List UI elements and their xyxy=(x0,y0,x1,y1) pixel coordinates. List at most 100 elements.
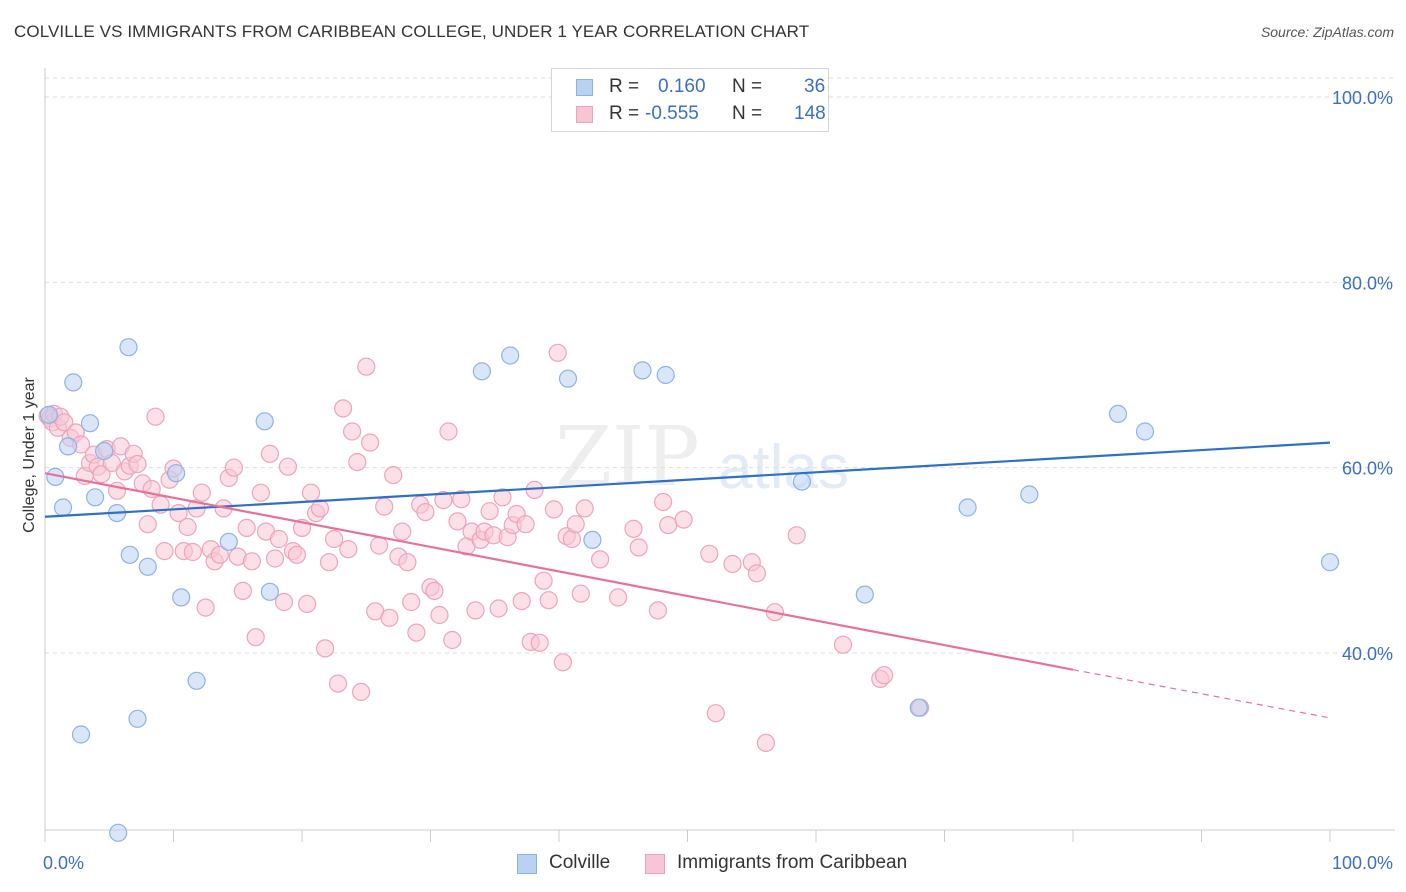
colville-point xyxy=(167,464,186,483)
caribbean-point xyxy=(298,594,317,614)
watermark: ZIP atlas xyxy=(555,410,849,505)
caribbean-point xyxy=(384,466,403,485)
caribbean-point xyxy=(402,592,421,612)
legend-swatch-colville xyxy=(517,854,537,874)
caribbean-point xyxy=(325,529,344,549)
caribbean-point xyxy=(833,635,853,654)
caribbean-point xyxy=(393,522,412,541)
caribbean-point xyxy=(659,515,678,535)
colville-point xyxy=(633,361,652,380)
colville-point xyxy=(260,582,279,601)
chart-title: COLVILLE VS IMMIGRANTS FROM CARIBBEAN CO… xyxy=(14,22,810,41)
caribbean-point xyxy=(287,545,306,564)
caribbean-point xyxy=(301,483,321,502)
colville-point xyxy=(855,585,874,604)
caribbean-point xyxy=(452,490,471,509)
colville-point xyxy=(80,414,100,433)
caribbean-point xyxy=(516,515,535,534)
colville-point xyxy=(255,412,274,431)
colville-point xyxy=(53,498,73,517)
caribbean-point xyxy=(210,545,229,564)
caribbean-point xyxy=(192,483,211,502)
y-tick-label: 60.0% xyxy=(1342,459,1393,479)
colville-point xyxy=(119,338,138,357)
caribbean-point xyxy=(260,444,279,463)
caribbean-point xyxy=(566,515,585,534)
legend-swatch-colville xyxy=(576,79,593,96)
caribbean-point xyxy=(562,529,582,549)
caribbean-point xyxy=(466,601,485,620)
x-tick-label-min: 0.0% xyxy=(43,853,84,873)
trend-lines xyxy=(44,441,1331,719)
series-legend: Colville Immigrants from Caribbean xyxy=(0,850,1406,878)
colville-point xyxy=(1108,404,1128,423)
y-tick-label: 40.0% xyxy=(1342,644,1393,664)
caribbean-point xyxy=(425,581,444,601)
caribbean-point xyxy=(480,502,499,521)
trend-line-caribbean xyxy=(44,472,1074,671)
colville-point xyxy=(219,532,238,551)
colville-point xyxy=(187,671,206,690)
colville-point xyxy=(85,488,105,507)
caribbean-point xyxy=(183,542,202,562)
colville-point xyxy=(64,373,83,392)
caribbean-point xyxy=(274,592,294,612)
caribbean-point xyxy=(155,541,174,561)
caribbean-point xyxy=(723,554,742,574)
legend-n-value: 148 xyxy=(794,103,826,124)
legend-n-label: N = xyxy=(732,103,763,124)
colville-point xyxy=(472,362,491,381)
caribbean-point xyxy=(756,733,776,753)
caribbean-point xyxy=(310,499,330,518)
caribbean-point xyxy=(489,599,508,618)
caribbean-point xyxy=(530,633,549,652)
caribbean-point xyxy=(575,499,594,518)
colville-point xyxy=(501,346,520,365)
caribbean-point xyxy=(380,608,399,627)
caribbean-point xyxy=(416,502,435,522)
legend-r-label: R = xyxy=(609,103,640,124)
caribbean-point xyxy=(747,564,767,583)
series-colville-points xyxy=(39,87,1340,842)
caribbean-point xyxy=(251,483,270,502)
legend-n-label: N = xyxy=(732,76,763,97)
trend-line-colville xyxy=(44,441,1331,518)
legend-swatch-caribbean xyxy=(576,106,593,123)
legend-label-colville: Colville xyxy=(549,852,611,873)
legend-r-label: R = xyxy=(609,76,640,97)
caribbean-point xyxy=(571,584,590,603)
caribbean-point xyxy=(196,598,215,617)
caribbean-point xyxy=(398,553,417,572)
caribbean-point xyxy=(553,653,573,672)
colville-point xyxy=(39,405,59,424)
caribbean-point xyxy=(648,601,668,620)
caribbean-point xyxy=(334,399,353,418)
trend-line-caribbean-extension xyxy=(1072,669,1331,719)
caribbean-point xyxy=(92,465,111,484)
caribbean-point xyxy=(348,453,367,472)
colville-point xyxy=(128,709,147,728)
caribbean-point xyxy=(242,552,261,571)
colville-point xyxy=(558,369,578,388)
caribbean-point xyxy=(493,488,512,507)
caribbean-point xyxy=(246,628,265,647)
colville-point xyxy=(909,698,928,717)
caribbean-point xyxy=(534,571,553,590)
caribbean-point xyxy=(357,357,376,376)
caribbean-point xyxy=(269,529,288,549)
legend-n-value: 36 xyxy=(804,76,826,97)
caribbean-point xyxy=(653,492,673,512)
caribbean-point xyxy=(706,704,725,723)
colville-point xyxy=(583,530,602,550)
caribbean-point xyxy=(316,639,335,658)
caribbean-point xyxy=(370,536,389,555)
colville-point xyxy=(71,725,91,744)
caribbean-point xyxy=(629,538,648,557)
colville-point xyxy=(58,437,78,456)
caribbean-point xyxy=(128,454,147,474)
caribbean-point xyxy=(448,512,467,531)
caribbean-point xyxy=(439,422,458,441)
y-tick-labels: 40.0% 60.0% 80.0% 100.0% xyxy=(1332,88,1393,664)
caribbean-point xyxy=(544,500,564,519)
